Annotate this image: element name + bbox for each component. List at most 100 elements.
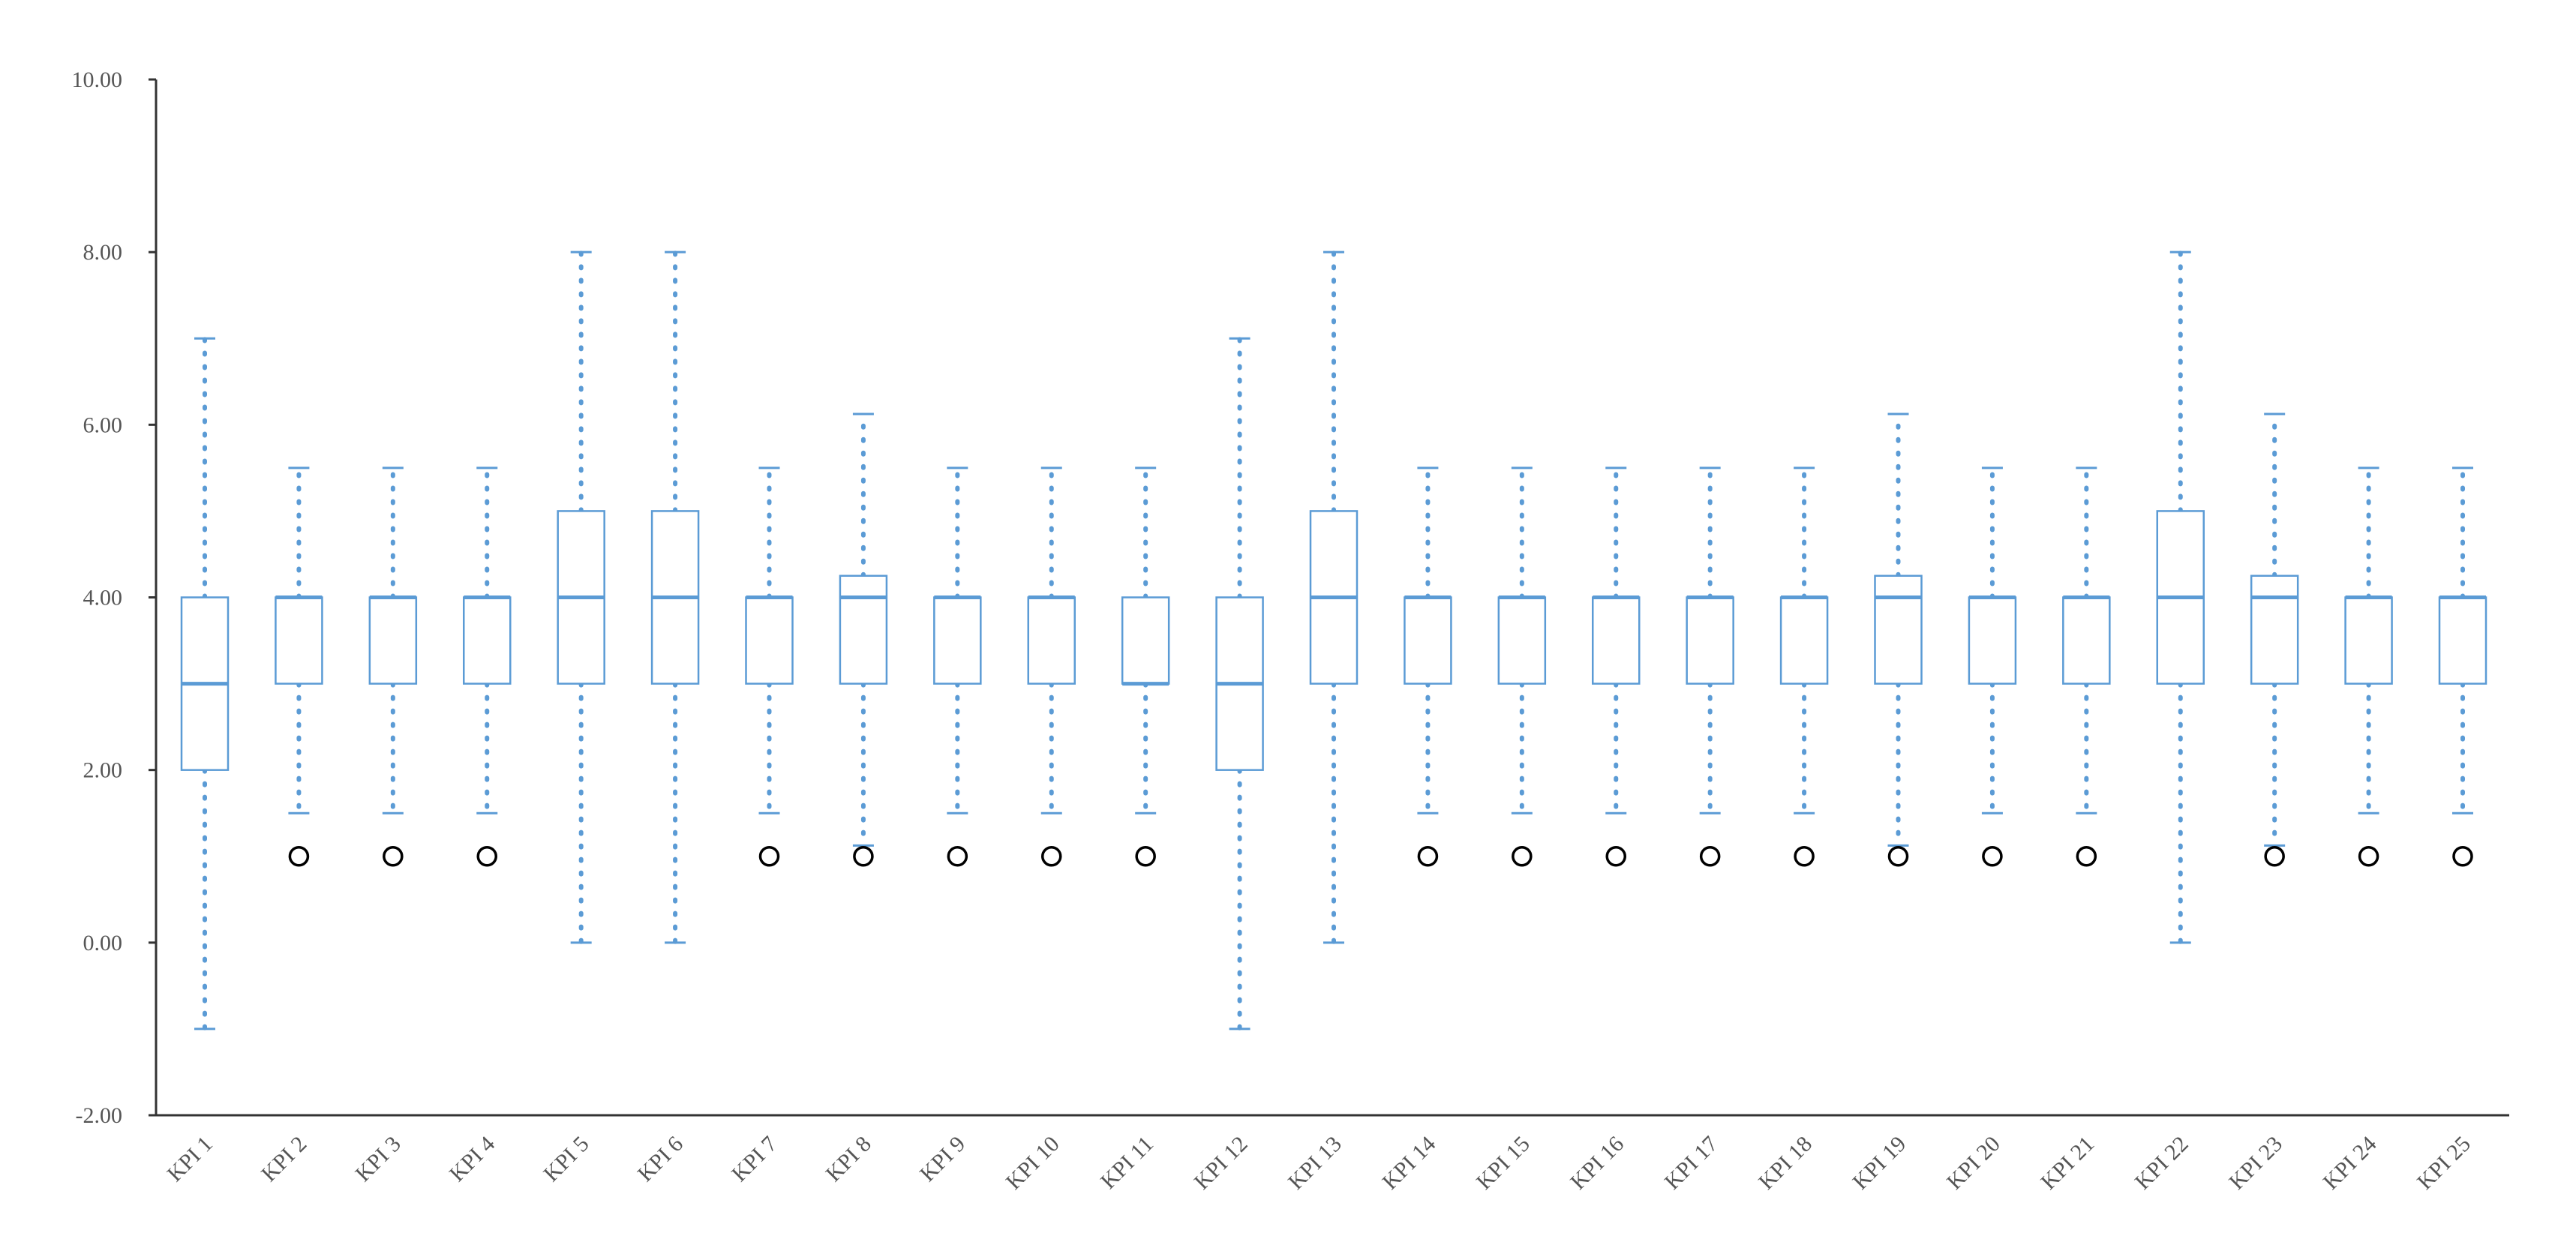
box-iqr — [1779, 596, 1829, 685]
y-tick-label: 10.00 — [72, 68, 123, 92]
outlier-point — [1794, 846, 1815, 867]
box-iqr — [933, 596, 982, 685]
box-group — [1592, 465, 1641, 867]
box-iqr — [2062, 596, 2111, 685]
box-iqr — [2344, 596, 2393, 685]
box-group — [1686, 465, 1734, 867]
box-group — [1215, 336, 1264, 1031]
x-tick-label: KPI 18 — [1754, 1132, 1817, 1195]
box-iqr — [839, 574, 888, 685]
x-tick-label: KPI 14 — [1377, 1132, 1440, 1195]
box-iqr — [2250, 574, 2299, 685]
x-tick-label: KPI 17 — [1660, 1132, 1723, 1195]
y-tick-label: 4.00 — [83, 586, 123, 610]
box-iqr — [1121, 596, 1170, 685]
outlier-point — [947, 846, 968, 867]
x-tick-label: KPI 9 — [915, 1132, 970, 1186]
box-iqr — [1592, 596, 1641, 685]
outlier-point — [2452, 846, 2473, 867]
x-tick-label: KPI 22 — [2130, 1132, 2193, 1195]
box-group — [2062, 465, 2111, 867]
box-iqr — [275, 596, 323, 685]
y-tick-label: 6.00 — [83, 412, 123, 437]
box-group — [1968, 465, 2017, 867]
box-group — [557, 250, 605, 945]
box-group — [180, 336, 230, 1031]
x-tick-label: KPI 25 — [2412, 1132, 2475, 1195]
box-group — [1027, 465, 1076, 867]
outlier-point — [853, 846, 874, 867]
x-tick-label: KPI 1 — [163, 1132, 218, 1186]
x-tick-label: KPI 2 — [257, 1132, 311, 1186]
x-tick-label: KPI 10 — [1001, 1132, 1064, 1195]
axes-layer — [149, 78, 2509, 1117]
y-tick-label: 2.00 — [83, 758, 123, 783]
outlier-point — [1417, 846, 1439, 867]
outlier-point — [1135, 846, 1156, 867]
x-tick-label: KPI 7 — [727, 1132, 782, 1186]
box-iqr — [1968, 596, 2017, 685]
box-group — [1497, 465, 1547, 867]
outlier-point — [476, 846, 497, 867]
x-tick-label: KPI 24 — [2318, 1132, 2381, 1195]
box-group — [1874, 411, 1923, 867]
outlier-point — [2076, 846, 2097, 867]
x-tick-label: KPI 21 — [2036, 1132, 2099, 1195]
box-iqr — [2438, 596, 2487, 685]
outlier-point — [1605, 846, 1626, 867]
outlier-point — [2358, 846, 2379, 867]
x-tick-label: KPI 19 — [1848, 1132, 1911, 1195]
box-group — [933, 465, 982, 867]
box-iqr — [1404, 596, 1452, 685]
x-tick-label: KPI 8 — [821, 1132, 875, 1186]
box-group — [1779, 465, 1829, 867]
x-tick-label: KPI 12 — [1189, 1132, 1252, 1195]
box-iqr — [1027, 596, 1076, 685]
box-iqr — [745, 596, 794, 685]
box-group — [2438, 465, 2487, 867]
box-group — [650, 250, 700, 945]
outlier-point — [758, 846, 780, 867]
box-iqr — [1686, 596, 1734, 685]
box-iqr — [368, 596, 418, 685]
box-group — [745, 465, 794, 867]
outlier-point — [1887, 846, 1909, 867]
box-group — [1121, 465, 1170, 867]
y-tick-label: 8.00 — [83, 240, 123, 265]
outlier-point — [1512, 846, 1533, 867]
x-tick-label: KPI 4 — [445, 1132, 500, 1186]
box-iqr — [1497, 596, 1547, 685]
x-tick-label: KPI 5 — [539, 1132, 593, 1186]
x-tick-label: KPI 16 — [1566, 1132, 1629, 1195]
x-tick-label: KPI 20 — [1942, 1132, 2005, 1195]
box-group — [839, 411, 888, 867]
outlier-point — [2264, 846, 2285, 867]
box-group — [2250, 411, 2299, 867]
x-tick-label: KPI 23 — [2224, 1132, 2287, 1195]
x-tick-label: KPI 11 — [1096, 1132, 1158, 1194]
x-tick-label: KPI 3 — [350, 1132, 405, 1186]
box-iqr — [1874, 574, 1923, 685]
outlier-point — [383, 846, 404, 867]
box-group — [2344, 465, 2393, 867]
box-iqr — [463, 596, 512, 685]
x-tick-label: KPI 15 — [1472, 1132, 1535, 1195]
y-tick-label: -2.00 — [76, 1103, 123, 1128]
outlier-point — [1041, 846, 1062, 867]
box-group — [275, 465, 323, 867]
marks-layer — [180, 250, 2487, 1031]
labels-layer: -2.00 0.00 2.00 4.00 6.00 8.00 10.00 KPI 1 KPI 2… — [72, 68, 2475, 1195]
outlier-point — [1982, 846, 2003, 867]
y-tick-label: 0.00 — [83, 931, 123, 956]
outlier-point — [288, 846, 310, 867]
outlier-point — [1699, 846, 1721, 867]
x-tick-label: KPI 6 — [633, 1132, 688, 1186]
box-group — [1404, 465, 1452, 867]
box-group — [1309, 250, 1359, 945]
box-group — [2156, 250, 2205, 945]
box-group — [368, 465, 418, 867]
box-group — [463, 465, 512, 867]
x-tick-label: KPI 13 — [1283, 1132, 1347, 1195]
